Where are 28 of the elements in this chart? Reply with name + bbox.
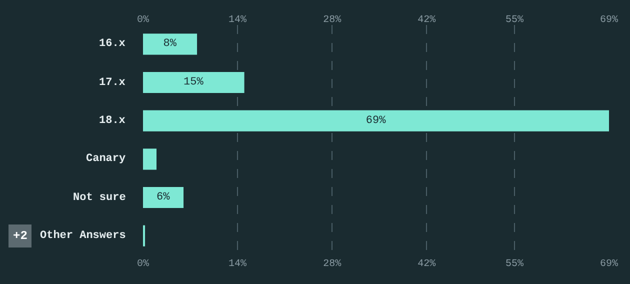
x-tick-label: 42% [418, 15, 436, 26]
y-tick-label: 17.x [99, 77, 126, 89]
x-tick-label: 69% [600, 15, 618, 26]
bar [143, 110, 609, 132]
x-tick-label: 0% [136, 15, 150, 26]
x-tick-label: 55% [505, 15, 524, 26]
x2-tick-label: 55% [505, 259, 524, 270]
x2-tick-label: 69% [600, 259, 618, 270]
bar [143, 186, 184, 208]
x2-tick-label: 42% [418, 259, 436, 270]
x-tick-label: 14% [228, 15, 247, 26]
text: +2 [13, 229, 28, 243]
bar [143, 72, 244, 94]
data-label: 6% [156, 192, 170, 204]
bar [143, 34, 198, 55]
y-tick-label: Canary [86, 153, 126, 165]
data-label: 69% [366, 114, 386, 127]
data-label: 15% [184, 76, 204, 88]
y-tick-label: Other Answers [40, 230, 126, 242]
x2-tick-label: 14% [228, 259, 247, 270]
x-tick-label: 28% [323, 15, 342, 26]
y-tick-label: Not sure [73, 192, 126, 204]
bar [143, 148, 157, 170]
x2-tick-label: 0% [136, 259, 150, 270]
y-tick-label: 16.x [99, 38, 126, 50]
x2-tick-label: 28% [323, 259, 342, 270]
y-tick-label: 18.x [99, 115, 126, 127]
data-label: 8% [163, 38, 177, 50]
